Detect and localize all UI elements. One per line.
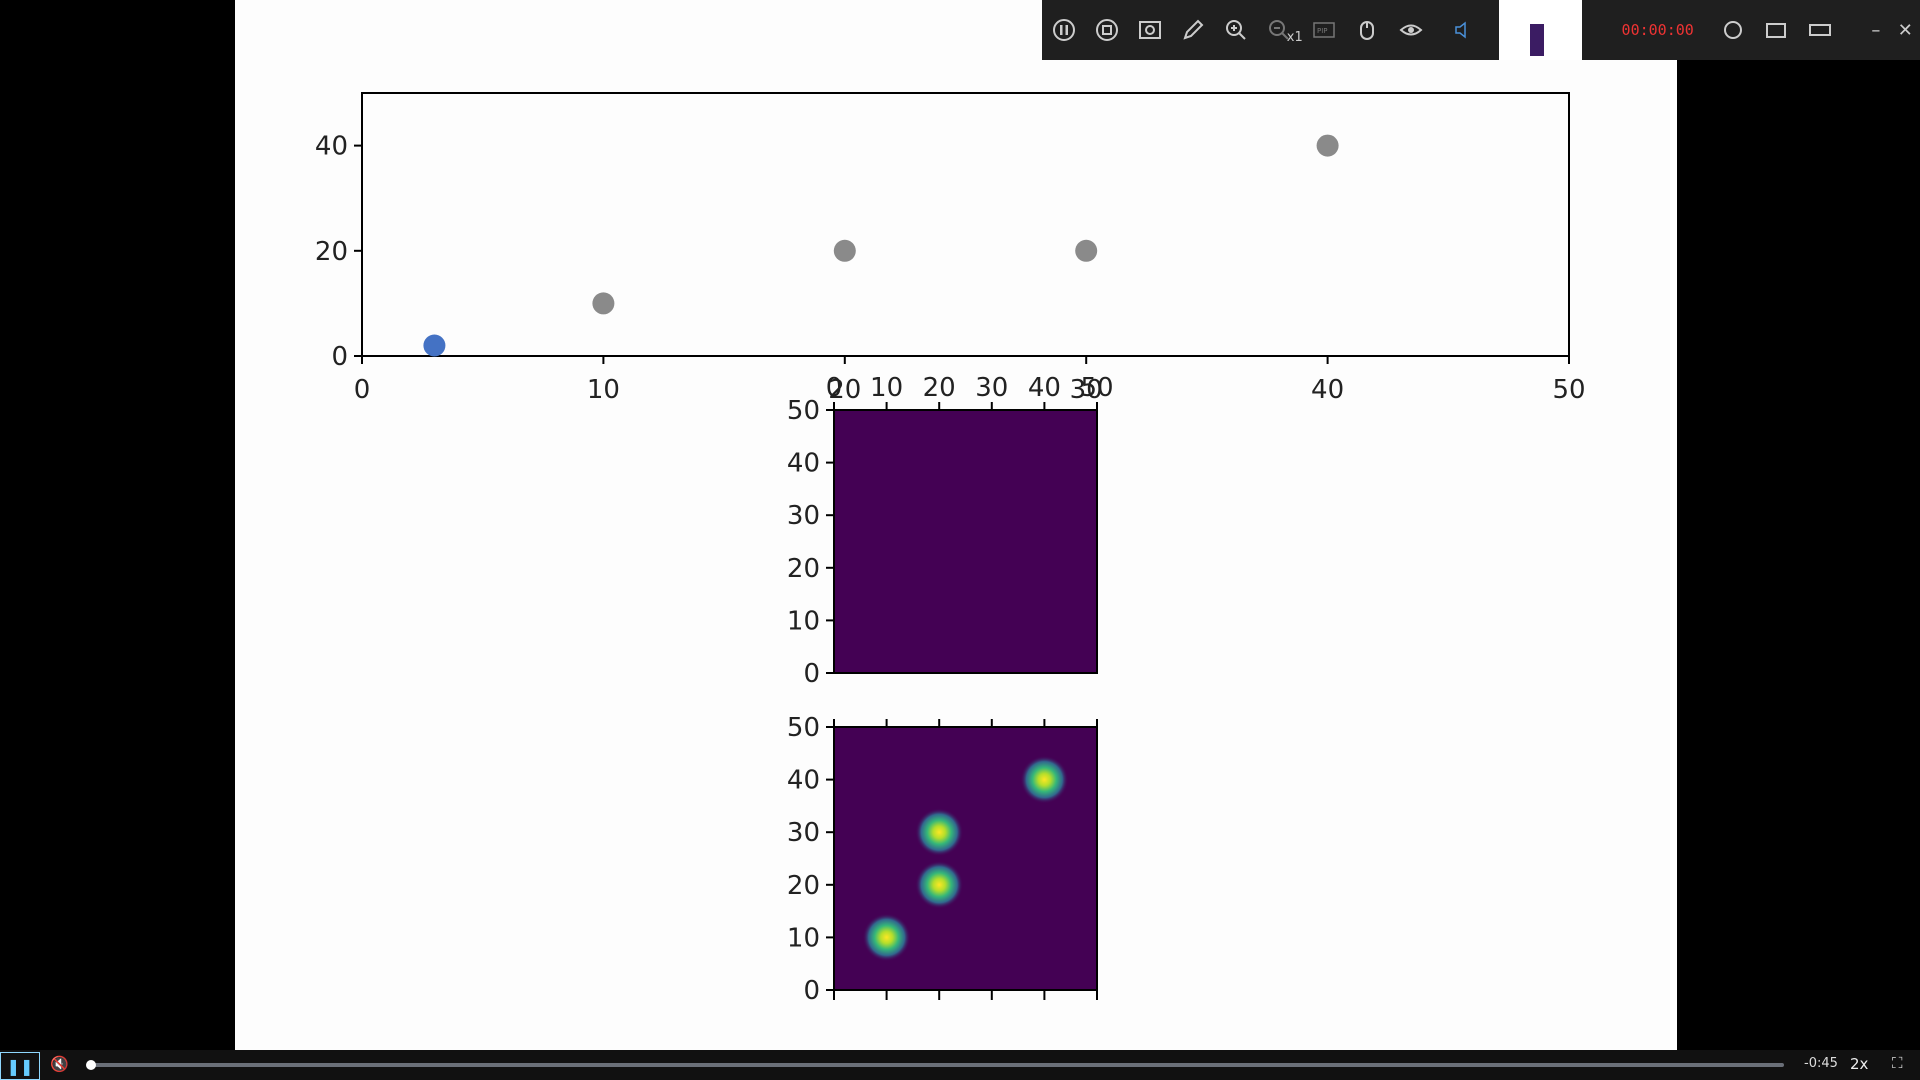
video-frame: 0 10 20 30 40 50 0 20 40 0 10 20 30 40 50 0 10 20 30 40 50 … [235, 0, 1677, 1050]
stop-button[interactable] [1085, 8, 1128, 52]
heatmap-spot [862, 913, 911, 962]
layout-button[interactable] [1755, 8, 1798, 52]
x-tick-label: 0 [354, 375, 371, 405]
x-tick-label: 20 [923, 373, 956, 403]
webcam-thumbnail[interactable] [1499, 0, 1582, 60]
pen-icon [1183, 19, 1204, 40]
pause-icon [1052, 19, 1075, 41]
pip-label: PIP [1317, 27, 1328, 35]
y-tick-label: 30 [787, 818, 820, 848]
y-tick-label: 40 [787, 766, 820, 796]
zoom-in-icon [1226, 20, 1246, 40]
y-tick-label: 50 [787, 396, 820, 426]
zoom-out-icon [1269, 20, 1289, 40]
scatter-point [833, 239, 856, 262]
heatmap-spot [1020, 755, 1069, 804]
zoom-in-button[interactable] [1215, 8, 1258, 52]
zoom-multiplier: x1 [1286, 29, 1303, 45]
recorder-toolbar: x1 PIP 00:00:00 – ✕ [1042, 0, 1920, 60]
y-tick-label: 0 [803, 976, 820, 1006]
x-tick-label: 0 [826, 373, 843, 403]
close-button[interactable]: ✕ [1897, 19, 1913, 41]
screenshot-button[interactable] [1128, 8, 1171, 52]
layout-icon [1766, 23, 1787, 38]
stop-icon [1095, 19, 1118, 41]
scatter-point [1316, 134, 1339, 157]
keyboard-icon [1808, 24, 1831, 36]
muted-speaker-icon: 🔇 [50, 1055, 69, 1073]
heatmap-spot [915, 860, 964, 909]
y-tick-label: 40 [315, 132, 348, 162]
settings-button[interactable] [1712, 8, 1755, 52]
thumbnail-preview [1530, 24, 1545, 56]
pip-icon: PIP [1313, 22, 1336, 38]
time-remaining: -0:45 [1804, 1056, 1838, 1071]
x-tick-label: 10 [587, 375, 620, 405]
x-tick-label: 20 [828, 375, 861, 405]
scatter-point [423, 334, 446, 357]
keyboard-button[interactable] [1798, 8, 1841, 52]
mouse-icon [1360, 21, 1375, 40]
scatter-point [592, 292, 615, 315]
eye-button[interactable] [1389, 8, 1432, 52]
recording-timer: 00:00:00 [1621, 21, 1694, 39]
x-tick-label: 30 [1070, 375, 1103, 405]
y-tick-label: 50 [787, 713, 820, 743]
y-tick-label: 10 [787, 923, 820, 953]
heatmap-bottom: 0 10 20 30 40 50 [787, 713, 1098, 1006]
fullscreen-icon[interactable]: ⛶ [1892, 1054, 1903, 1072]
scatter-point [1075, 239, 1098, 262]
x-tick-label: 40 [1028, 373, 1061, 403]
y-tick-label: 0 [803, 659, 820, 689]
progress-track[interactable] [88, 1063, 1784, 1067]
heatmap-spot [915, 808, 964, 857]
pause-button[interactable] [1042, 8, 1085, 52]
x-tick-label: 10 [870, 373, 903, 403]
y-tick-label: 30 [787, 501, 820, 531]
heatmap-frame [833, 409, 1098, 674]
pip-button[interactable]: PIP [1303, 8, 1346, 52]
heatmap-background [834, 410, 1097, 673]
playback-speed[interactable]: 2x [1850, 1055, 1869, 1073]
x-tick-label: 30 [975, 373, 1008, 403]
y-tick-label: 0 [331, 342, 348, 372]
y-tick-label: 20 [787, 871, 820, 901]
minimize-button[interactable]: – [1871, 19, 1881, 41]
progress-knob[interactable] [86, 1060, 97, 1070]
y-tick-label: 10 [787, 606, 820, 636]
pen-button[interactable] [1171, 8, 1214, 52]
y-tick-label: 40 [787, 449, 820, 479]
screenshot-icon [1138, 21, 1161, 39]
x-tick-label: 40 [1311, 375, 1344, 405]
x-tick-label: 50 [1552, 375, 1585, 405]
x-tick-label: 50 [1080, 373, 1113, 403]
y-tick-label: 20 [787, 554, 820, 584]
mute-button[interactable]: 🔇 [50, 1055, 69, 1073]
pause-icon: ❚❚ [6, 1056, 34, 1076]
speaker-icon [1454, 21, 1466, 39]
zoom-out-button[interactable] [1258, 8, 1301, 52]
play-pause-button[interactable]: ❚❚ [0, 1052, 40, 1080]
clock-icon [1724, 21, 1743, 39]
heatmap-frame [833, 726, 1098, 991]
y-tick-label: 20 [315, 237, 348, 267]
axes-frame [361, 92, 1570, 357]
eye-icon [1399, 24, 1423, 36]
speaker-button[interactable] [1442, 8, 1485, 52]
mouse-button[interactable] [1346, 8, 1389, 52]
